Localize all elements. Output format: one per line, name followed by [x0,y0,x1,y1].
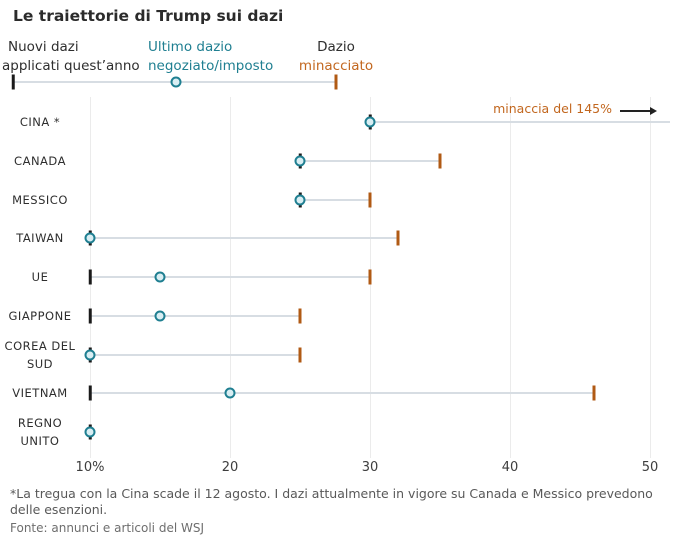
latest-circle [364,116,376,128]
legend-threatened-line2: minacciato [298,58,374,74]
right-arrow-icon [620,110,652,112]
connector-line [90,276,370,278]
category-label: CANADA [14,153,66,168]
legend-latest-line2: negoziato/imposto [148,58,274,74]
threatened-tick [368,192,372,207]
threatened-tick [368,269,372,285]
legend-sample-applied-tick-icon [11,74,15,90]
footnote: *La tregua con la Cina scade il 12 agost… [10,486,653,517]
legend-applied-line1: Nuovi dazi [8,39,79,55]
latest-circle [84,426,96,438]
connector-line [300,159,440,162]
legend-threatened-line1: Dazio [317,39,355,55]
category-label: CINA * [19,115,61,129]
x-axis-tick-label: 40 [501,460,519,475]
offscale-annotation: minaccia del 145% [493,101,612,116]
latest-circle [224,387,236,399]
x-axis-tick-label: 10% [75,460,105,475]
legend-latest-line1: Ultimo dazio [148,39,233,55]
latest-circle [84,349,96,360]
latest-circle [154,310,166,322]
connector-line [370,121,670,123]
x-axis-tick-label: 20 [221,460,239,475]
category-label: TAIWAN [16,231,64,246]
connector-line [90,353,300,356]
category-label: GIAPPONE [8,308,72,323]
threatened-tick [396,230,400,246]
category-label: REGNO UNITO [17,416,63,448]
gridline [510,97,511,458]
latest-circle [294,155,306,167]
threatened-tick [592,385,596,401]
legend-applied-line2: applicati quest’anno [2,58,140,74]
connector-line [90,392,594,395]
latest-circle [84,232,96,244]
threatened-tick [298,347,302,362]
applied-tick [88,269,92,285]
connector-line [90,314,300,317]
threatened-tick [298,308,302,324]
x-axis-tick-label: 50 [641,460,659,475]
connector-line [90,237,398,240]
x-axis-tick-label: 30 [361,460,379,475]
latest-circle [294,194,306,205]
source-line: Fonte: annunci e articoli del WSJ [10,521,205,535]
category-label: MESSICO [12,192,68,207]
applied-tick [88,385,92,401]
latest-circle [154,271,166,283]
chart-title: Le traiettorie di Trump sui dazi [13,7,284,25]
right-arrow-head-icon [650,107,657,115]
category-label: VIETNAM [12,386,68,401]
applied-tick [88,308,92,324]
category-label: COREA DEL SUD [4,338,76,371]
legend-sample-threatened-tick-icon [334,74,338,90]
threatened-tick [438,153,442,169]
legend-sample-latest-circle-icon [170,76,182,88]
gridline [650,97,651,458]
connector-line [300,198,370,201]
category-label: UE [31,270,49,284]
